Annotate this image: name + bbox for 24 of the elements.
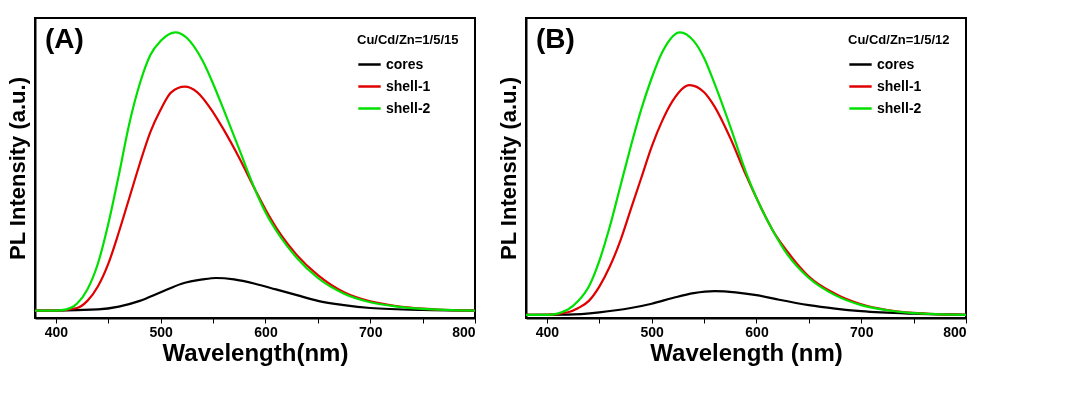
x-tick-label: 600 — [254, 323, 278, 340]
x-tick-label: 400 — [535, 323, 560, 340]
x-tick-label: 700 — [850, 323, 874, 340]
x-tick-label: 600 — [745, 323, 769, 340]
x-tick-label: 800 — [452, 323, 476, 340]
annotation: (B) — [536, 23, 575, 54]
x-axis-title: Wavelength (nm) — [650, 338, 843, 366]
legend-title: Cu/Cd/Zn=1/5/12 — [848, 32, 950, 47]
legend-label: shell-2 — [877, 99, 922, 116]
x-tick-label: 500 — [149, 323, 174, 340]
annotation: (A) — [45, 23, 84, 54]
legend-label: shell-2 — [386, 99, 431, 116]
x-tick-label: 500 — [640, 323, 665, 340]
y-axis-title: PL Intensity (a.u.) — [495, 77, 521, 260]
legend-label: cores — [877, 55, 915, 72]
x-axis-title: Wavelength(nm) — [162, 338, 349, 366]
x-tick-label: 400 — [44, 323, 69, 340]
y-axis-title: PL Intensity (a.u.) — [4, 77, 30, 260]
legend-label: shell-1 — [386, 77, 431, 94]
legend-title: Cu/Cd/Zn=1/5/15 — [357, 32, 459, 47]
x-tick-label: 700 — [359, 323, 383, 340]
x-tick-label: 800 — [943, 323, 967, 340]
legend-label: cores — [386, 55, 424, 72]
legend-label: shell-1 — [877, 77, 922, 94]
